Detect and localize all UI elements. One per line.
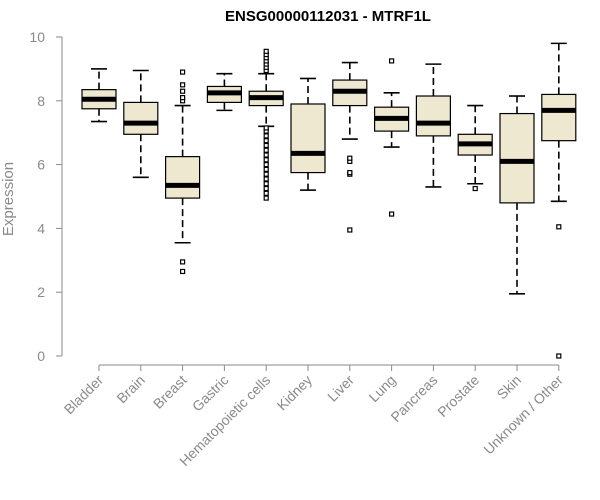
x-category-label: Brain [113, 372, 147, 406]
box-iqr [123, 101, 159, 135]
box-group [374, 58, 410, 217]
outlier-point [263, 195, 269, 201]
box-group [165, 69, 201, 275]
x-category-label: Unknown / Other [480, 372, 566, 458]
outlier-point [263, 142, 269, 149]
chart-title: ENSG00000112031 - MTRF1L [225, 8, 431, 25]
x-category-label: Liver [324, 372, 357, 405]
outlier-point [263, 147, 269, 153]
outlier-point [472, 185, 478, 192]
box-iqr [415, 95, 451, 137]
outlier-point [556, 353, 562, 359]
outlier-point [263, 185, 269, 192]
outlier-point [180, 82, 186, 88]
outlier-point [263, 162, 269, 168]
outlier-point [263, 48, 269, 54]
box-iqr [290, 103, 326, 174]
x-category-label: Breast [150, 372, 190, 412]
box-group [81, 68, 117, 123]
outlier-point [180, 69, 186, 75]
y-tick-label: 6 [37, 157, 45, 173]
box-group [332, 61, 368, 233]
outlier-point [347, 155, 353, 161]
box-iqr [165, 156, 201, 199]
y-tick-label: 0 [37, 348, 45, 364]
outlier-point [263, 138, 269, 144]
box-group [123, 69, 159, 179]
outlier-point [180, 268, 186, 275]
outlier-point [180, 259, 186, 265]
outlier-point [263, 176, 269, 182]
outlier-point [263, 152, 269, 158]
x-category-label: Kidney [274, 372, 316, 414]
outlier-point [263, 157, 269, 163]
outlier-point [556, 224, 562, 230]
y-tick-label: 2 [37, 284, 45, 300]
box-group [541, 42, 577, 359]
outlier-point [263, 133, 269, 139]
y-tick-label: 10 [29, 29, 45, 45]
boxes-layer [81, 42, 577, 359]
outlier-point [347, 169, 353, 176]
outlier-point [263, 181, 269, 187]
outlier-point [180, 88, 186, 94]
outlier-point [263, 166, 269, 172]
outlier-point [263, 125, 269, 131]
box-iqr [499, 112, 535, 204]
x-category-label: Skin [494, 372, 525, 403]
box-group [415, 63, 451, 188]
outlier-point [347, 227, 353, 233]
y-axis-title: Expression [0, 162, 17, 236]
box-group [499, 95, 535, 295]
box-group [206, 72, 242, 112]
y-tick-label: 8 [37, 93, 45, 109]
box-group [248, 48, 284, 201]
y-tick-label: 4 [37, 220, 45, 236]
box-iqr [541, 93, 577, 142]
outlier-point [180, 95, 186, 101]
outlier-point [389, 211, 395, 217]
x-category-label: Bladder [61, 372, 107, 418]
outlier-point [263, 190, 269, 196]
outlier-point [389, 58, 395, 64]
x-category-label: Lung [365, 372, 398, 405]
y-axis: 0 2 4 6 8 10 [29, 29, 63, 364]
box-group [457, 104, 493, 192]
box-group [290, 77, 326, 191]
outlier-point [263, 171, 269, 177]
x-category-label: Prostate [434, 372, 482, 420]
